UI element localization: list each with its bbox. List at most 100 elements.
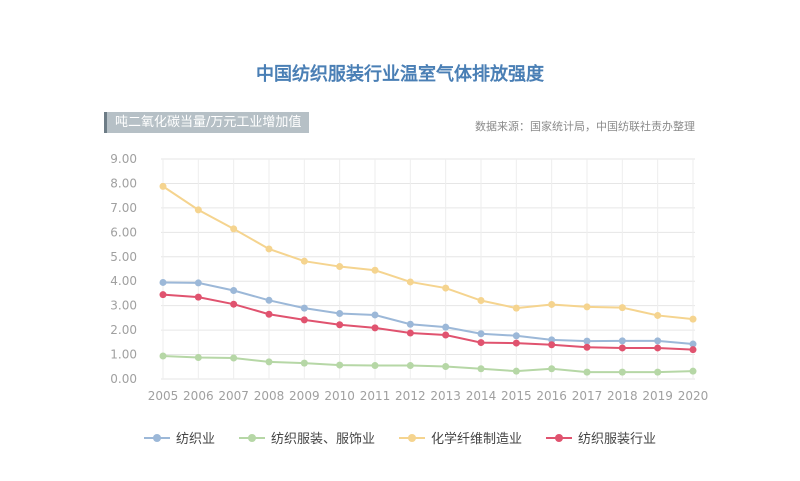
data-point xyxy=(194,293,202,301)
y-tick-label: 8.00 xyxy=(110,176,137,190)
x-tick-label: 2019 xyxy=(642,389,673,403)
data-point xyxy=(618,304,626,312)
series-line xyxy=(162,281,694,346)
x-tick-label: 2006 xyxy=(183,389,214,403)
data-point xyxy=(230,300,238,308)
data-point xyxy=(512,304,520,312)
data-point xyxy=(300,304,308,312)
data-point xyxy=(548,365,556,373)
data-point xyxy=(442,323,450,331)
legend-dot xyxy=(247,433,256,442)
data-point xyxy=(265,358,273,366)
data-point xyxy=(406,362,414,370)
y-tick-label: 1.00 xyxy=(110,348,137,362)
data-point xyxy=(442,331,450,339)
data-point xyxy=(265,310,273,318)
legend-label: 化学纤维制造业 xyxy=(431,432,523,447)
data-point xyxy=(265,245,273,253)
x-tick-label: 2011 xyxy=(360,389,391,403)
legend-item: 纺织业 xyxy=(143,428,215,447)
data-point xyxy=(689,315,697,323)
data-point xyxy=(371,311,379,319)
y-tick-label: 4.00 xyxy=(110,274,137,288)
x-tick-label: 2010 xyxy=(324,389,355,403)
legend-item: 纺织服装、服饰业 xyxy=(238,428,375,447)
data-point xyxy=(300,359,308,367)
data-point xyxy=(477,330,485,338)
legend-label: 纺织业 xyxy=(175,432,215,447)
data-point xyxy=(265,296,273,304)
legend: 纺织业 纺织服装、服饰业 化学纤维制造业 纺织服装行业 xyxy=(0,428,800,447)
y-tick-label: 0.00 xyxy=(110,372,137,386)
data-point xyxy=(406,320,414,328)
x-tick-label: 2007 xyxy=(218,389,249,403)
data-point xyxy=(583,337,591,345)
data-point xyxy=(583,303,591,311)
data-source-note: 数据来源：国家统计局，中国纺联社责办整理 xyxy=(475,120,695,133)
x-tick-label: 2014 xyxy=(466,389,497,403)
legend-swatch xyxy=(399,433,425,443)
x-tick-label: 2020 xyxy=(678,389,709,403)
x-tick-label: 2016 xyxy=(536,389,567,403)
data-point xyxy=(336,321,344,329)
legend-dot xyxy=(408,433,416,442)
y-tick-label: 9.00 xyxy=(110,152,137,166)
chart-title: 中国纺织服装行业温室气体排放强度 xyxy=(256,64,544,85)
data-point xyxy=(300,257,308,265)
data-point xyxy=(477,339,485,347)
x-tick-label: 2017 xyxy=(572,389,603,403)
data-point xyxy=(159,352,167,360)
data-point xyxy=(230,225,238,233)
legend-label: 纺织服装行业 xyxy=(578,432,657,447)
data-point xyxy=(512,332,520,340)
data-point xyxy=(654,337,662,345)
y-tick-label: 7.00 xyxy=(110,201,137,215)
data-point xyxy=(477,297,485,305)
legend-swatch xyxy=(238,433,265,443)
data-point xyxy=(583,343,591,351)
data-point xyxy=(618,337,626,345)
x-tick-label: 2015 xyxy=(501,389,532,403)
data-point xyxy=(654,311,662,319)
series-line xyxy=(162,293,694,351)
data-point xyxy=(548,341,556,349)
legend-swatch xyxy=(546,433,573,443)
legend-item: 纺织服装行业 xyxy=(546,428,656,447)
data-point xyxy=(194,206,202,214)
data-point xyxy=(194,279,202,287)
data-point xyxy=(230,287,238,295)
data-point xyxy=(336,263,344,271)
legend-item: 化学纤维制造业 xyxy=(399,428,522,447)
data-point xyxy=(300,316,308,324)
x-tick-label: 2018 xyxy=(607,389,638,403)
x-tick-label: 2005 xyxy=(148,389,179,403)
y-tick-label: 5.00 xyxy=(110,250,137,264)
data-point xyxy=(406,278,414,286)
data-point xyxy=(654,368,662,376)
data-point xyxy=(159,291,167,299)
data-point xyxy=(548,300,556,308)
x-tick-label: 2013 xyxy=(430,389,461,403)
series-line xyxy=(162,185,694,321)
series-line xyxy=(162,355,694,374)
data-point xyxy=(442,284,450,292)
data-point xyxy=(689,340,697,348)
data-point xyxy=(336,309,344,317)
data-point xyxy=(159,182,167,190)
data-point xyxy=(194,353,202,361)
y-axis-unit-label: 吨二氧化碳当量/万元工业增加值 xyxy=(104,112,310,133)
data-point xyxy=(159,278,167,286)
x-tick-label: 2009 xyxy=(289,389,320,403)
data-point xyxy=(371,362,379,370)
y-tick-label: 2.00 xyxy=(110,323,137,337)
legend-dot xyxy=(152,433,161,442)
data-point xyxy=(336,361,344,369)
data-point xyxy=(548,336,556,344)
data-point xyxy=(618,344,626,352)
data-point xyxy=(512,339,520,347)
data-point xyxy=(512,367,520,375)
y-tick-label: 3.00 xyxy=(110,299,137,313)
data-point xyxy=(618,368,626,376)
data-point xyxy=(371,266,379,274)
data-point xyxy=(654,344,662,352)
